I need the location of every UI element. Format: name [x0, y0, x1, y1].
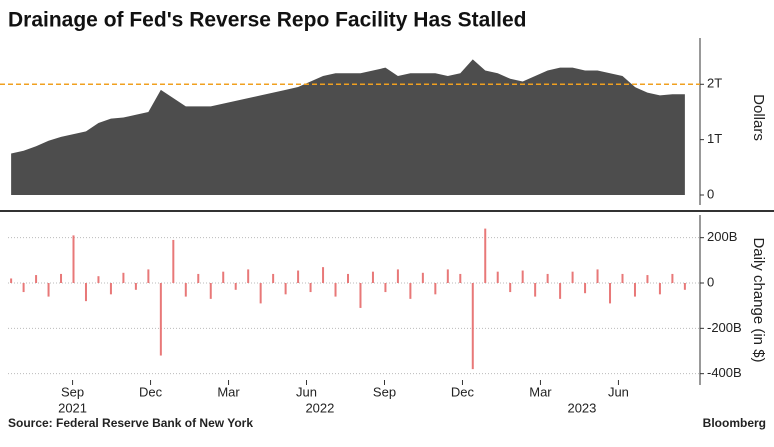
chart-title: Drainage of Fed's Reverse Repo Facility …	[8, 9, 527, 32]
bar	[322, 267, 325, 283]
bar	[209, 283, 212, 299]
bar	[147, 269, 150, 283]
bar	[459, 273, 462, 283]
x-tick-label: Jun	[608, 384, 629, 399]
x-tick-label: Sep	[61, 384, 84, 399]
bar	[671, 273, 674, 283]
bar	[359, 283, 362, 308]
bar	[446, 269, 449, 283]
bar	[109, 283, 112, 295]
x-tick-label: Mar	[217, 384, 240, 399]
bar	[247, 269, 250, 283]
y-tick-label: 1T	[707, 131, 722, 146]
bar	[284, 283, 287, 295]
bar	[134, 283, 137, 290]
y-tick-label: 200B	[707, 229, 737, 244]
bar	[621, 273, 624, 283]
y-tick-label: 0	[707, 186, 714, 201]
bar	[584, 283, 587, 294]
y-tick-label: -400B	[707, 365, 742, 380]
x-tick-label: Mar	[529, 384, 552, 399]
bar	[297, 270, 300, 283]
area	[11, 59, 685, 195]
bar	[683, 283, 686, 290]
y-tick-label: -200B	[707, 320, 742, 335]
x-tick-label: Dec	[451, 384, 475, 399]
year-label: 2022	[305, 400, 334, 415]
bar	[60, 273, 63, 283]
y-tick-label: 2T	[707, 76, 722, 91]
bar	[409, 283, 412, 299]
bar	[609, 283, 612, 304]
bar	[222, 271, 225, 283]
bar	[84, 283, 87, 302]
bar	[47, 283, 50, 297]
bar	[259, 283, 262, 304]
bar	[10, 278, 13, 283]
bar	[35, 275, 38, 283]
bar	[334, 283, 337, 297]
bar	[521, 270, 524, 283]
bar	[197, 273, 200, 283]
bar	[658, 283, 661, 295]
x-tick-label: Jun	[296, 384, 317, 399]
bar	[646, 275, 649, 283]
bar	[496, 271, 499, 283]
bar	[384, 283, 387, 293]
y-axis-title: Daily change (in $)	[750, 237, 767, 362]
y-axis-title: Dollars	[750, 94, 767, 141]
bar	[484, 228, 487, 283]
bar	[184, 283, 187, 297]
bar	[396, 269, 399, 283]
bar	[122, 272, 125, 283]
bar	[546, 273, 549, 283]
bar	[347, 273, 349, 283]
bar	[172, 239, 175, 283]
year-label: 2023	[567, 400, 596, 415]
y-tick-label: 0	[707, 274, 714, 289]
bar	[234, 283, 237, 290]
bar	[534, 283, 537, 297]
bar	[571, 271, 574, 283]
bar	[309, 283, 312, 293]
bar	[434, 283, 437, 295]
bar	[633, 283, 636, 297]
year-label: 2021	[58, 400, 87, 415]
bar	[559, 283, 562, 299]
bar	[97, 276, 100, 283]
bar	[471, 283, 474, 370]
credit: Bloomberg	[703, 416, 766, 430]
bar	[509, 283, 512, 293]
x-tick-label: Sep	[373, 384, 396, 399]
bar	[596, 269, 599, 283]
bar	[272, 273, 275, 283]
bar	[159, 283, 162, 356]
bar	[22, 283, 25, 293]
x-tick-label: Dec	[139, 384, 163, 399]
source: Source: Federal Reserve Bank of New York	[8, 416, 253, 430]
bar	[72, 235, 75, 283]
bar	[421, 272, 424, 283]
bar	[371, 271, 374, 283]
